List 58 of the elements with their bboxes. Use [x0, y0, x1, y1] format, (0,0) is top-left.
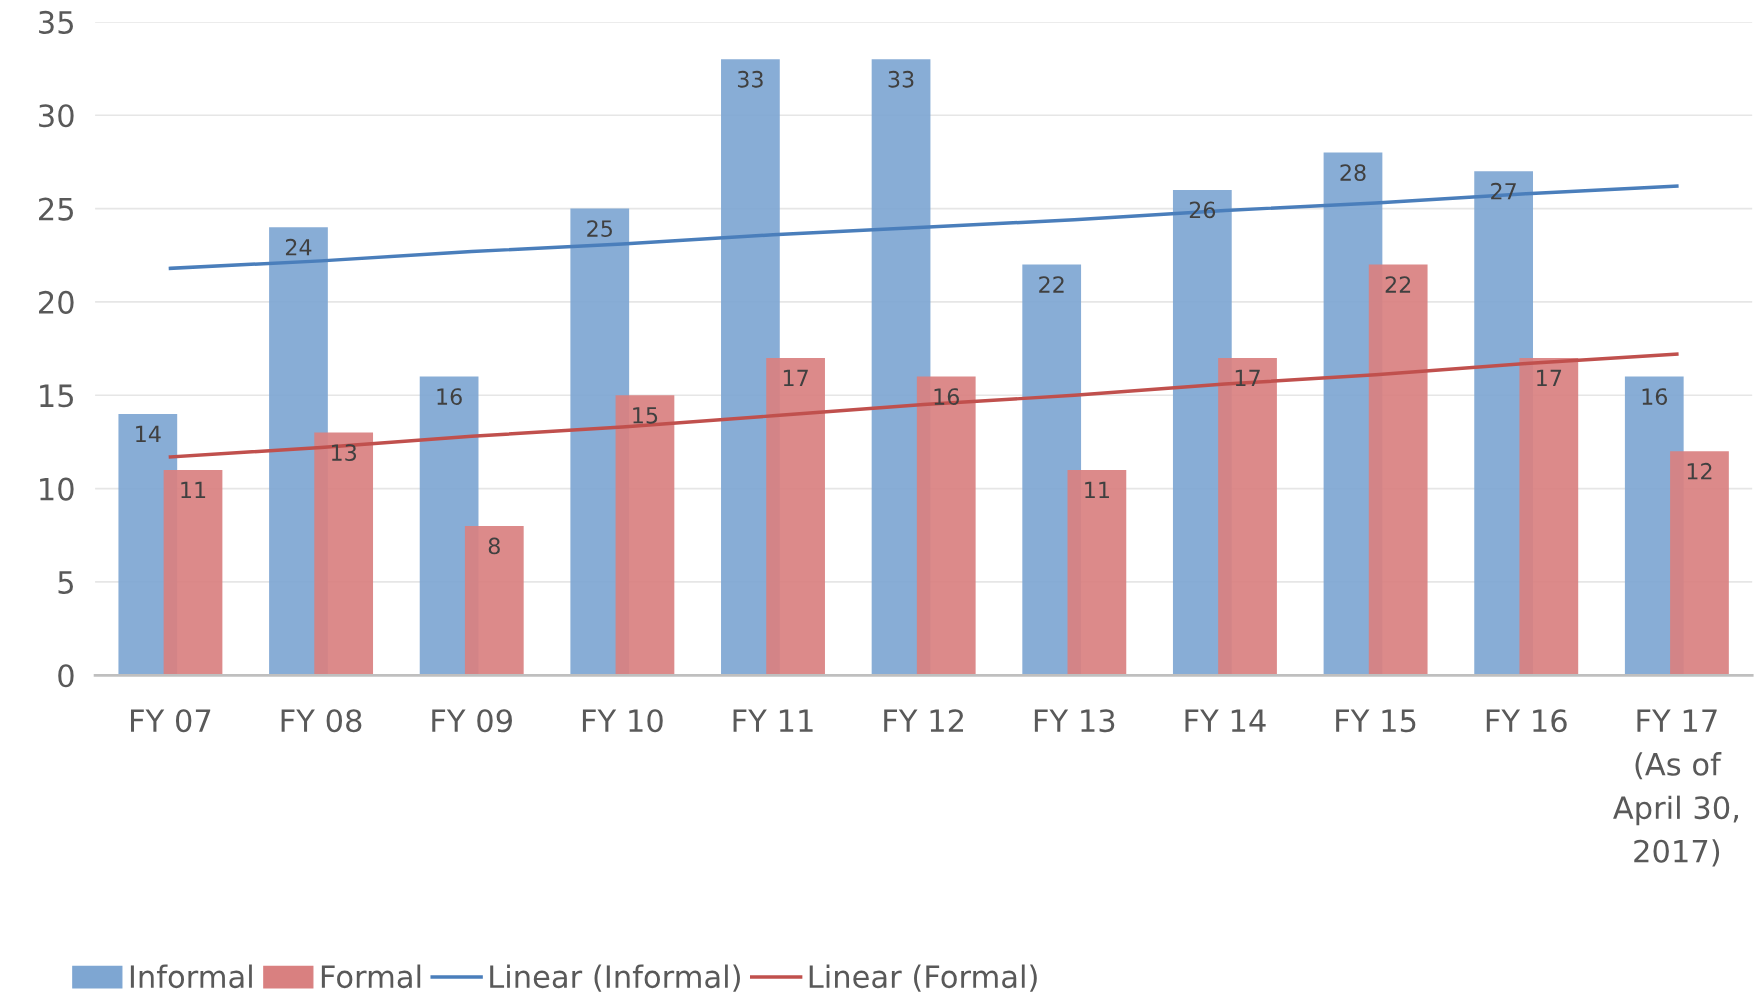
- data-label: 33: [737, 70, 763, 88]
- data-label: 22: [1039, 276, 1064, 293]
- bar: [766, 357, 825, 676]
- x-tick-label: FY 12: [884, 709, 963, 732]
- y-tick-label: 10: [40, 477, 74, 501]
- data-label: 12: [1687, 462, 1712, 480]
- x-tick-label: FY 13: [1034, 709, 1115, 733]
- x-tick-label: FY 08: [281, 709, 362, 733]
- data-label: 11: [1085, 481, 1109, 499]
- data-label: 26: [1189, 201, 1216, 219]
- bar: [163, 469, 223, 676]
- y-tick-label: 5: [58, 571, 73, 594]
- legend-label: Linear (Formal): [809, 964, 1037, 992]
- y-tick-label: 35: [39, 10, 73, 34]
- bar: [1670, 451, 1729, 676]
- data-label: 17: [783, 369, 808, 387]
- y-tick-label: 0: [58, 664, 74, 688]
- data-label: 28: [1340, 164, 1366, 181]
- data-label: 16: [437, 388, 462, 405]
- data-label: 17: [1537, 369, 1562, 387]
- y-tick-label: 30: [39, 104, 74, 128]
- bar: [916, 376, 976, 676]
- y-tick-label: 20: [39, 290, 74, 314]
- x-tick-label: FY 16: [1486, 709, 1567, 733]
- data-label: 27: [1491, 182, 1516, 200]
- data-label: 16: [1642, 388, 1668, 405]
- x-tick-label: FY 09: [432, 709, 512, 733]
- data-label: 22: [1385, 276, 1411, 293]
- data-label: 8: [488, 537, 500, 555]
- data-label: 16: [934, 388, 959, 405]
- x-tick-label: FY 11: [733, 709, 813, 732]
- bar: [1368, 264, 1428, 676]
- y-tick-label: 15: [40, 384, 73, 408]
- bar: [1218, 357, 1277, 676]
- legend-label: Formal: [321, 964, 421, 989]
- data-label: 13: [331, 444, 357, 462]
- bar: [1067, 469, 1127, 676]
- legend-label: Informal: [130, 964, 252, 989]
- x-tick-label: FY 14: [1185, 709, 1266, 732]
- bar: [1519, 357, 1579, 676]
- data-label: 24: [285, 238, 312, 256]
- data-label: 25: [587, 220, 612, 237]
- x-tick-label: FY 15: [1336, 709, 1416, 733]
- x-tick-label: FY 17 (As of April 30, 2017): [1613, 709, 1738, 867]
- line-series: [168, 184, 1679, 271]
- line-series: [168, 352, 1679, 459]
- data-label: 11: [181, 481, 206, 499]
- legend-label: Linear (Informal): [490, 964, 740, 992]
- bar: [615, 395, 675, 676]
- bar: [464, 525, 524, 676]
- data-label: 15: [633, 407, 658, 424]
- bar: [314, 432, 374, 676]
- data-label: 33: [888, 70, 914, 88]
- y-tick-label: 25: [39, 197, 73, 221]
- x-tick-label: FY 10: [582, 709, 663, 733]
- data-label: 17: [1235, 369, 1260, 387]
- data-label: 14: [136, 425, 161, 443]
- x-tick-label: FY 07: [131, 709, 211, 733]
